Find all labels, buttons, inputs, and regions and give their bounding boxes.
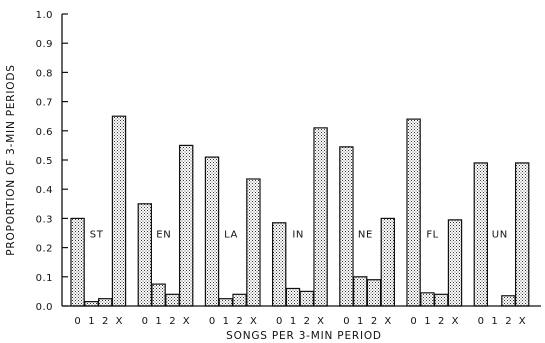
- y-tick-label: 0.5: [36, 156, 53, 167]
- x-category-label: X: [384, 316, 391, 327]
- x-category-label: 1: [491, 316, 497, 327]
- x-category-label: 0: [410, 316, 416, 327]
- x-category-label: X: [183, 316, 190, 327]
- bar-in-0: [272, 222, 287, 307]
- bar-un-0: [473, 162, 489, 307]
- x-category-label: 0: [343, 316, 349, 327]
- group-labels: ST EN LA IN NE FL UN: [90, 229, 508, 240]
- x-category-label: 0: [209, 316, 215, 327]
- y-tick-label: 1.0: [36, 10, 53, 21]
- bar-un-2: [501, 295, 516, 307]
- x-category-label: 2: [304, 316, 310, 327]
- bar-ne-0: [339, 146, 354, 307]
- group-label-ne: NE: [358, 229, 373, 240]
- bar-st-0: [70, 217, 85, 307]
- x-category-label: X: [452, 316, 459, 327]
- y-tick-label: 0.6: [36, 127, 53, 138]
- group-label-en: EN: [156, 229, 171, 240]
- bar-en-x: [179, 144, 194, 307]
- x-axis-title: SONGS PER 3-MIN PERIOD: [226, 330, 382, 342]
- x-category-label: 0: [142, 316, 148, 327]
- bar-un-x: [514, 162, 530, 307]
- bar-in-x: [313, 127, 328, 307]
- x-category-label: 2: [505, 316, 511, 327]
- bar-en-2: [165, 293, 180, 307]
- bar-fl-x: [447, 219, 463, 307]
- bar-ne-2: [366, 279, 382, 307]
- bar-st-x: [111, 115, 127, 307]
- bars-layer: [70, 115, 530, 307]
- group-label-st: ST: [90, 229, 104, 240]
- bar-in-1: [285, 287, 301, 307]
- bar-st-2: [97, 298, 113, 307]
- x-category-label: 1: [88, 316, 94, 327]
- bar-en-0: [137, 203, 152, 307]
- x-category-label: X: [317, 316, 324, 327]
- x-category-label: 1: [424, 316, 430, 327]
- x-category-label: 2: [169, 316, 175, 327]
- y-tick-label: 0.9: [36, 39, 53, 50]
- y-tick-label: 0.7: [36, 98, 53, 109]
- x-category-label: 0: [276, 316, 282, 327]
- bar-ne-x: [380, 217, 396, 307]
- x-category-label: 0: [74, 316, 80, 327]
- bar-la-x: [246, 178, 261, 307]
- group-label-un: UN: [492, 229, 508, 240]
- x-category-label: 0: [478, 316, 484, 327]
- bar-ne-1: [353, 276, 368, 307]
- group-label-la: LA: [224, 229, 238, 240]
- x-category-label: 1: [290, 316, 296, 327]
- y-tick-label: 0.0: [36, 302, 53, 313]
- x-category-label: X: [519, 316, 526, 327]
- bar-fl-2: [434, 293, 449, 307]
- bar-fl-1: [420, 292, 435, 307]
- y-tick-label: 0.4: [36, 185, 53, 196]
- y-tick-label: 0.2: [36, 244, 53, 255]
- y-tick-label: 0.8: [36, 68, 53, 79]
- x-category-label: 2: [102, 316, 108, 327]
- y-tick-label: 0.3: [36, 214, 53, 225]
- group-label-fl: FL: [426, 229, 439, 240]
- x-category-label: 1: [357, 316, 363, 327]
- bar-fl-0: [406, 118, 421, 307]
- bar-st-1: [84, 301, 99, 307]
- x-category-label: X: [116, 316, 123, 327]
- y-axis-ticks: 0.0 0.1 0.2 0.3 0.4 0.5 0.6 0.7 0.8 0.9 1.0: [36, 10, 68, 313]
- x-category-label: 2: [236, 316, 242, 327]
- bar-in-2: [299, 290, 315, 307]
- x-category-label: 2: [438, 316, 444, 327]
- bar-la-1: [218, 298, 233, 307]
- x-category-label: 2: [371, 316, 377, 327]
- x-category-label: 1: [223, 316, 229, 327]
- group-label-in: IN: [292, 229, 304, 240]
- y-axis-title: PROPORTION OF 3-MIN PERIODS: [5, 64, 17, 255]
- y-tick-label: 0.1: [36, 273, 53, 284]
- x-category-label: X: [250, 316, 257, 327]
- bar-la-2: [232, 293, 247, 307]
- bar-la-0: [204, 156, 220, 307]
- bar-en-1: [151, 283, 166, 307]
- x-category-label: 1: [155, 316, 161, 327]
